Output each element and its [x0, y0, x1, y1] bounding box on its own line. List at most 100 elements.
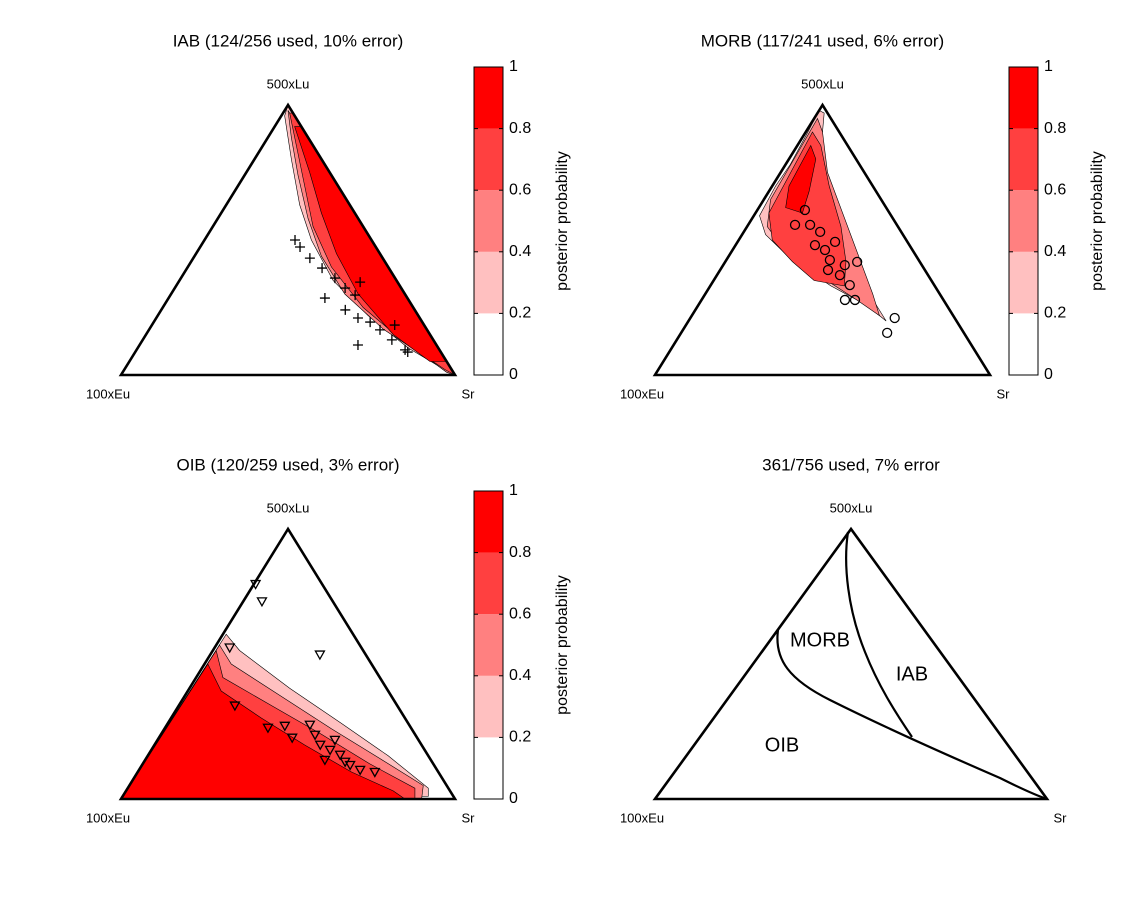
- ternary-frame: [652, 102, 993, 377]
- data-point: [386, 334, 397, 345]
- data-point: [354, 765, 366, 776]
- vertex-label: Sr: [462, 810, 476, 825]
- data-point: [789, 219, 801, 231]
- colorbar-tick-label: 1: [509, 58, 518, 75]
- colorbar-frame: [473, 490, 504, 800]
- colorbar-band: [1009, 67, 1038, 129]
- data-point: [365, 317, 376, 328]
- colorbar-tick-label: 0.8: [509, 120, 531, 137]
- data-point: [799, 204, 811, 216]
- vertex-label: 500xLu: [830, 500, 873, 515]
- data-point: [844, 279, 855, 291]
- vertex-label: 500xLu: [267, 500, 310, 515]
- data-point: [889, 312, 900, 324]
- data-point: [309, 730, 321, 741]
- vertex-label: Sr: [1054, 810, 1068, 825]
- data-point: [286, 733, 298, 744]
- colorbar-tick-label: 0.4: [509, 243, 531, 260]
- data-point: [352, 313, 363, 324]
- data-point: [819, 244, 831, 256]
- colorbar-band: [474, 128, 503, 191]
- data-point: [369, 767, 381, 778]
- data-point: [249, 579, 262, 590]
- colorbar-tick-label: 0.6: [1044, 181, 1066, 198]
- colorbar-band: [1009, 251, 1038, 314]
- data-point: [295, 242, 306, 253]
- ternary-frame: [652, 526, 1050, 801]
- colorbar-tick-label: 0: [509, 366, 518, 383]
- data-point: [262, 723, 274, 734]
- colorbar-band: [474, 190, 503, 252]
- colorbar-band: [474, 737, 503, 799]
- data-point: [824, 254, 836, 266]
- data-point: [304, 253, 315, 264]
- region-label: IAB: [896, 663, 928, 685]
- data-point: [279, 721, 291, 732]
- panel-title: 361/756 used, 7% error: [762, 455, 940, 474]
- colorbar-band: [1009, 190, 1038, 252]
- data-point: [375, 324, 386, 335]
- colorbar-tick-label: 0: [1044, 366, 1053, 383]
- data-point: [829, 236, 841, 248]
- region-label: MORB: [790, 629, 850, 651]
- data-point: [340, 304, 351, 315]
- data-point: [849, 294, 861, 306]
- colorbar-band: [474, 675, 503, 738]
- colorbar-band: [1009, 128, 1038, 191]
- boundary: [776, 629, 1048, 801]
- data-point: [809, 239, 821, 251]
- data-point: [839, 294, 851, 306]
- colorbar-tick-label: 0.2: [509, 305, 531, 322]
- region-label: OIB: [765, 734, 799, 756]
- data-point: [882, 327, 893, 339]
- data-point: [815, 226, 826, 238]
- decision-boundaries: [776, 531, 1048, 801]
- vertex-label: 100xEu: [86, 810, 130, 825]
- data-point: [852, 256, 863, 268]
- data-point: [224, 643, 236, 654]
- colorbar-tick-label: 0.2: [509, 729, 531, 746]
- data-point: [839, 259, 850, 271]
- data-point: [834, 269, 846, 281]
- colorbar-tick-label: 1: [509, 482, 518, 499]
- panel-title: IAB (124/256 used, 10% error): [173, 31, 404, 50]
- panel-title: MORB (117/241 used, 6% error): [701, 31, 944, 50]
- colorbar-frame: [473, 66, 504, 376]
- panel: MORB (117/241 used, 6% error) 500xLu 100xE…: [620, 31, 1106, 401]
- panel: IAB (124/256 used, 10% error) 500xLu 100xE…: [86, 31, 571, 401]
- data-point: [314, 650, 326, 661]
- colorbar-tick-label: 0.4: [1044, 243, 1066, 260]
- vertex-label: 100xEu: [86, 386, 130, 401]
- data-point: [329, 735, 341, 746]
- contour-region: [785, 144, 817, 214]
- colorbar-frame: [1008, 66, 1039, 376]
- ternary-frame: [118, 526, 458, 801]
- data-point: [389, 320, 400, 331]
- panel: 361/756 used, 7% error 500xLu 100xEu Sr MORB…: [620, 455, 1067, 825]
- colorbar-tick-label: 0: [509, 790, 518, 807]
- data-point: [229, 701, 241, 712]
- data-point: [402, 347, 413, 358]
- colorbar-tick-label: 1: [1044, 58, 1053, 75]
- colorbar-band: [1009, 313, 1038, 375]
- ternary-frame: [118, 102, 458, 377]
- vertex-label: Sr: [997, 386, 1011, 401]
- colorbar-band: [474, 313, 503, 375]
- colorbar-label: posterior probability: [554, 575, 571, 715]
- vertex-label: 100xEu: [620, 386, 664, 401]
- data-point: [355, 277, 366, 288]
- colorbar-band: [474, 552, 503, 615]
- data-point: [317, 263, 328, 274]
- data-point: [314, 740, 326, 751]
- colorbar-label: posterior probability: [554, 151, 571, 291]
- data-point: [324, 745, 336, 756]
- panel-title: OIB (120/259 used, 3% error): [176, 455, 399, 474]
- panel: OIB (120/259 used, 3% error) 500xLu 100xEu…: [86, 455, 571, 825]
- data-point: [400, 344, 411, 355]
- vertex-label: 500xLu: [267, 76, 310, 91]
- data-point: [334, 750, 346, 761]
- colorbar-tick-label: 0.2: [1044, 305, 1066, 322]
- colorbar-tick-label: 0.4: [509, 667, 531, 684]
- boundary: [845, 531, 913, 738]
